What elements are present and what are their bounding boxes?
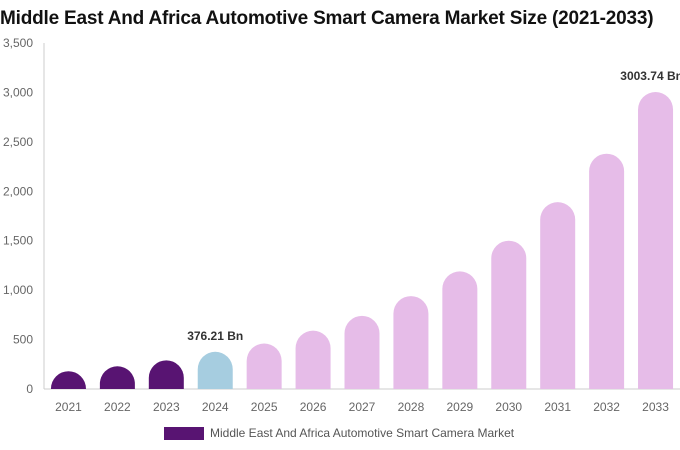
x-tick-label: 2032 <box>593 400 620 414</box>
x-tick-label: 2029 <box>446 400 473 414</box>
x-tick-label: 2030 <box>495 400 522 414</box>
x-tick-label: 2023 <box>153 400 180 414</box>
y-tick-label: 0 <box>26 382 33 396</box>
y-tick-label: 3,000 <box>3 85 33 99</box>
bar-2029[interactable] <box>442 271 478 389</box>
bars-group <box>50 92 674 390</box>
y-axis: 0 500 1,000 1,500 2,000 2,500 3,000 3,500 <box>3 36 45 396</box>
bar-2021[interactable] <box>50 371 86 389</box>
x-tick-label: 2031 <box>544 400 571 414</box>
bar-2024[interactable] <box>197 351 233 389</box>
y-tick-label: 2,500 <box>3 135 33 149</box>
data-label: 376.21 Bn <box>187 329 243 343</box>
y-tick-label: 1,000 <box>3 283 33 297</box>
data-labels-group: 376.21 Bn 3003.74 Bn <box>187 69 680 343</box>
data-label: 3003.74 Bn <box>620 69 680 83</box>
bar-2026[interactable] <box>295 330 331 389</box>
y-tick-label: 2,000 <box>3 184 33 198</box>
x-tick-label: 2024 <box>202 400 229 414</box>
bar-2023[interactable] <box>148 360 184 389</box>
bar-2022[interactable] <box>99 366 135 389</box>
x-tick-label: 2028 <box>398 400 425 414</box>
x-tick-label: 2021 <box>55 400 82 414</box>
x-tick-label: 2027 <box>349 400 376 414</box>
x-tick-label: 2033 <box>642 400 669 414</box>
x-axis: 2021 2022 2023 2024 2025 2026 2027 2028 2029 2030… <box>44 388 680 414</box>
bar-2032[interactable] <box>589 153 625 389</box>
x-tick-label: 2022 <box>104 400 131 414</box>
chart-title: Middle East And Africa Automotive Smart … <box>0 8 654 29</box>
bar-2033[interactable] <box>638 92 674 390</box>
legend[interactable]: Middle East And Africa Automotive Smart … <box>164 425 514 441</box>
y-tick-label: 3,500 <box>3 36 33 50</box>
bar-2025[interactable] <box>246 343 282 389</box>
y-tick-label: 500 <box>13 333 33 347</box>
y-tick-label: 1,500 <box>3 234 33 248</box>
bar-2027[interactable] <box>344 315 380 389</box>
bar-2028[interactable] <box>393 296 429 389</box>
legend-label: Middle East And Africa Automotive Smart … <box>210 426 515 440</box>
bar-2031[interactable] <box>540 202 576 389</box>
bar-2030[interactable] <box>491 240 527 389</box>
x-tick-label: 2026 <box>300 400 327 414</box>
legend-swatch <box>164 426 204 440</box>
x-tick-label: 2025 <box>251 400 278 414</box>
